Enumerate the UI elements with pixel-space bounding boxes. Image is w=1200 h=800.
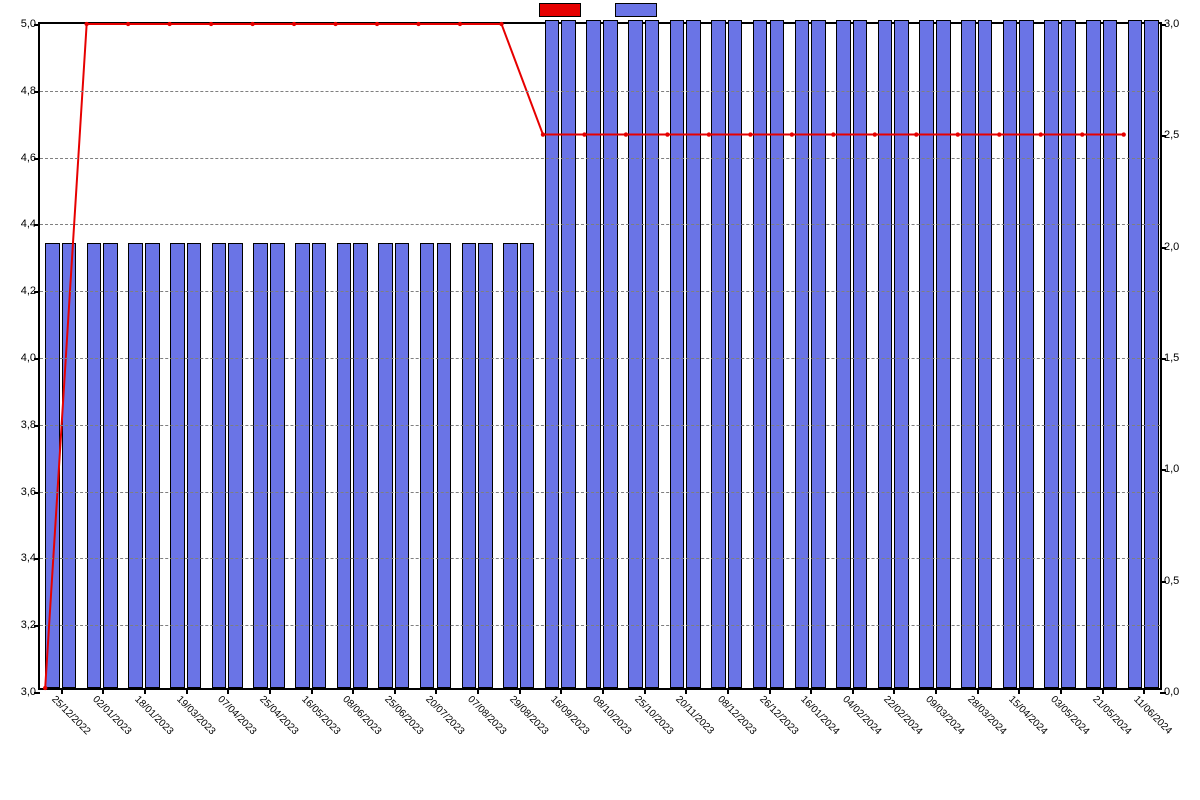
line-marker [873,132,877,136]
line-marker [707,132,711,136]
line-marker [416,22,420,26]
legend-swatch-line [539,3,581,17]
x-tick-label: 02/01/2023 [91,694,134,737]
line-marker [914,132,918,136]
x-tick-label: 25/06/2023 [382,694,425,737]
gridline [40,625,1160,626]
x-tick-label: 16/09/2023 [549,694,592,737]
line-marker [126,22,130,26]
x-tick-label: 25/12/2022 [49,694,92,737]
line-layer [40,24,1160,688]
line-marker [997,132,1001,136]
line-marker [43,686,47,690]
gridline [40,492,1160,493]
x-tick-label: 25/04/2023 [257,694,300,737]
line-series [45,24,1124,688]
line-marker [84,22,88,26]
gridline [40,91,1160,92]
x-tick-label: 16/05/2023 [299,694,342,737]
gridline [40,158,1160,159]
x-tick-label: 07/04/2023 [216,694,259,737]
line-marker [250,22,254,26]
x-tick-label: 15/04/2024 [1007,694,1050,737]
chart-legend [0,0,1200,20]
x-tick-label: 29/08/2023 [507,694,550,737]
x-tick-label: 22/02/2024 [882,694,925,737]
gridline [40,224,1160,225]
gridline [40,425,1160,426]
x-tick-label: 08/12/2023 [715,694,758,737]
x-tick-label: 04/02/2024 [840,694,883,737]
line-marker [1122,132,1126,136]
legend-item-bar [615,3,661,17]
x-tick-label: 21/05/2024 [1090,694,1133,737]
line-marker [1039,132,1043,136]
gridline [40,558,1160,559]
legend-swatch-bar [615,3,657,17]
line-marker [624,132,628,136]
line-marker [541,132,545,136]
x-tick-label: 11/06/2024 [1131,694,1174,737]
x-tick-label: 26/12/2023 [757,694,800,737]
line-marker [748,132,752,136]
plot-area: 3,03,23,43,63,84,04,24,44,64,85,0 0,00,5… [38,22,1162,690]
x-tick-label: 03/05/2024 [1048,694,1091,737]
line-marker [209,22,213,26]
line-marker [375,22,379,26]
line-marker [956,132,960,136]
gridline [40,358,1160,359]
line-marker [582,132,586,136]
line-marker [458,22,462,26]
line-marker [167,22,171,26]
x-tick-label: 25/10/2023 [632,694,675,737]
x-tick-label: 08/10/2023 [590,694,633,737]
gridline [40,291,1160,292]
line-marker [831,132,835,136]
line-marker [790,132,794,136]
line-marker [499,22,503,26]
x-tick-label: 19/03/2023 [174,694,217,737]
x-tick-label: 07/08/2023 [465,694,508,737]
x-tick-label: 09/03/2024 [923,694,966,737]
x-tick-label: 20/07/2023 [424,694,467,737]
legend-item-line [539,3,585,17]
line-marker [665,132,669,136]
chart-root: 3,03,23,43,63,84,04,24,44,64,85,0 0,00,5… [0,0,1200,800]
x-tick-label: 18/01/2023 [132,694,175,737]
x-tick-label: 16/01/2024 [798,694,841,737]
x-tick-label: 28/03/2024 [965,694,1008,737]
line-marker [1080,132,1084,136]
line-marker [333,22,337,26]
x-tick-label: 20/11/2023 [673,694,716,737]
line-marker [292,22,296,26]
x-tick-label: 08/06/2023 [340,694,383,737]
